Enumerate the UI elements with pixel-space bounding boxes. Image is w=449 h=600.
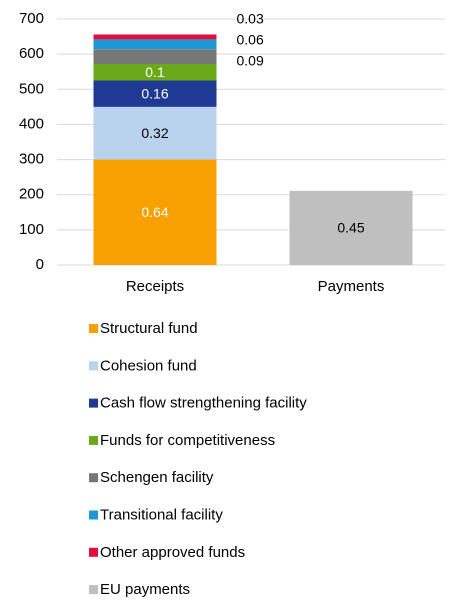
legend-swatch	[89, 473, 98, 483]
legend-swatch	[89, 398, 98, 408]
bar-segment	[93, 49, 217, 64]
legend-label: Schengen facility	[100, 469, 214, 486]
legend-swatch	[89, 510, 98, 520]
legend-label: Cash flow strengthening facility	[100, 395, 307, 412]
bar-segment	[93, 39, 217, 50]
bar-segment	[93, 80, 217, 107]
legend-label: Cohesion fund	[100, 357, 197, 374]
data-label: 0.32	[141, 125, 168, 141]
legend-swatch	[89, 435, 98, 445]
legend-label: EU payments	[100, 581, 190, 598]
data-label: 0.1	[145, 64, 165, 80]
legend-label: Transitional facility	[100, 506, 223, 523]
y-tick-label: 0	[36, 256, 44, 273]
bar-segment	[289, 190, 413, 265]
data-label: 0.45	[337, 220, 364, 236]
data-label: 0.16	[141, 85, 168, 101]
legend-label: Structural fund	[100, 320, 198, 337]
y-tick-label: 400	[19, 115, 44, 132]
legend-label: Other approved funds	[100, 544, 245, 561]
x-tick-label: Receipts	[126, 278, 184, 295]
y-tick-label: 300	[19, 151, 44, 168]
legend-label: Funds for competitiveness	[100, 432, 275, 449]
data-label: 0.09	[237, 53, 264, 69]
bar-segment	[93, 106, 217, 160]
x-tick-label: Payments	[318, 278, 385, 295]
data-label: 0.64	[141, 204, 168, 220]
bar-segment	[93, 34, 217, 40]
legend-swatch	[89, 585, 98, 595]
y-tick-label: 100	[19, 221, 44, 238]
bar-segment	[93, 63, 217, 81]
legend-swatch	[89, 361, 98, 371]
data-label: 0.06	[237, 32, 264, 48]
legend-swatch	[89, 547, 98, 557]
legend-swatch	[89, 324, 98, 333]
bar-segment	[93, 159, 217, 265]
y-tick-label: 500	[19, 80, 44, 97]
y-tick-label: 600	[19, 45, 44, 62]
y-tick-label: 200	[19, 186, 44, 203]
y-tick-label: 700	[19, 10, 44, 27]
data-label: 0.03	[237, 11, 264, 27]
